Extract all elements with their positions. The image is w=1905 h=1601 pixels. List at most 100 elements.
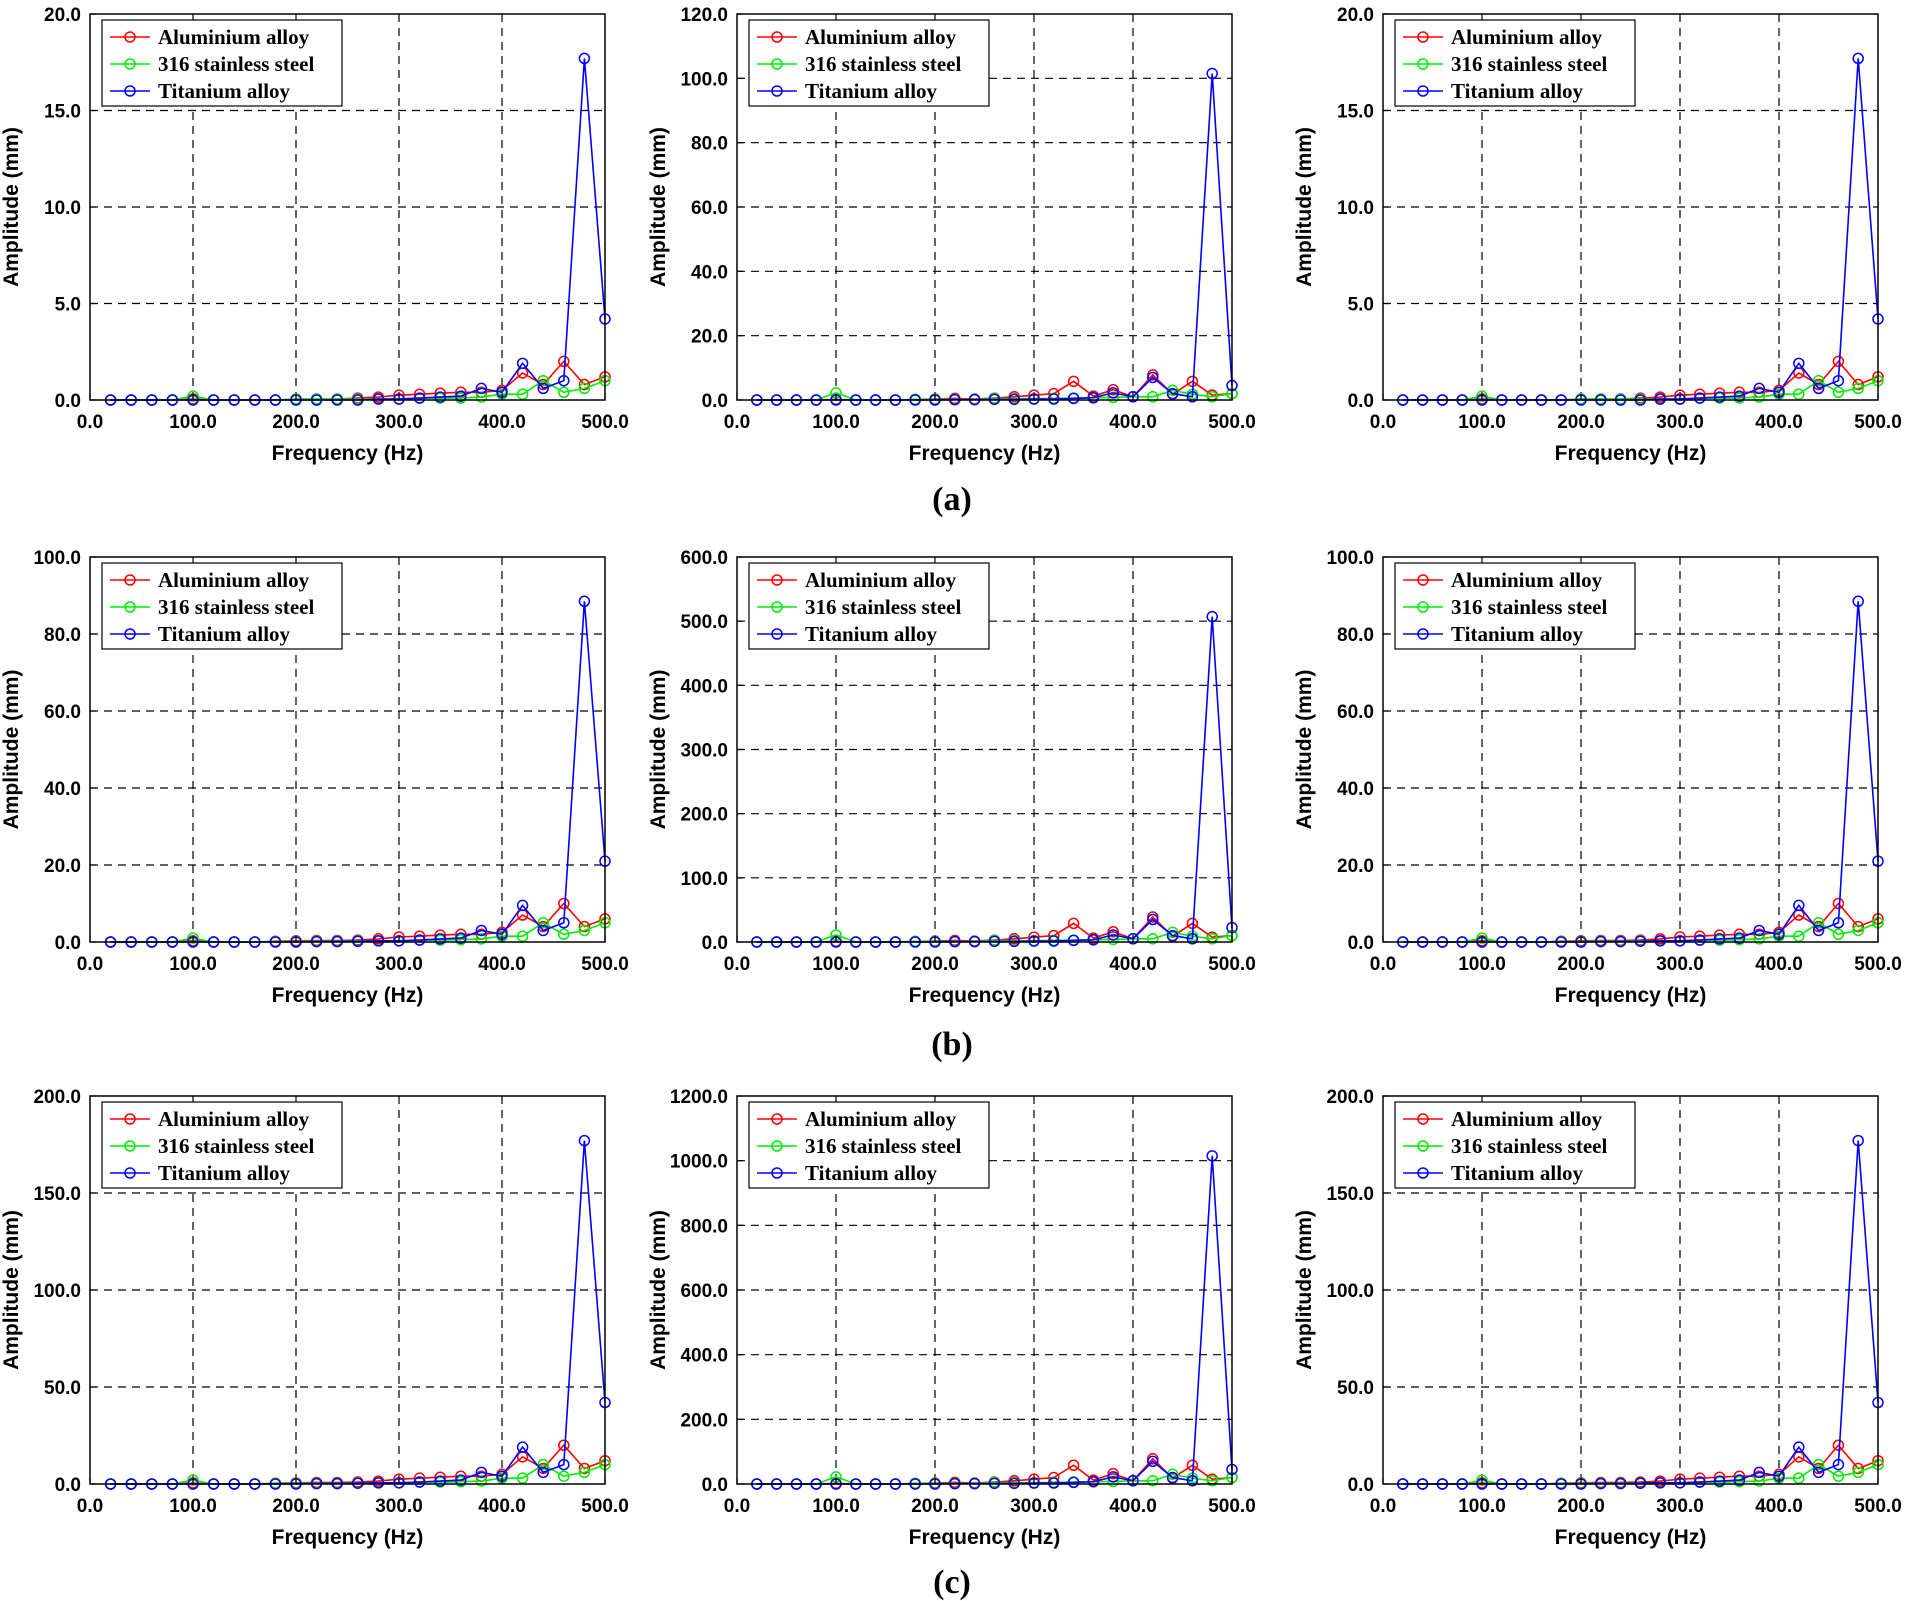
y-tick-label: 40.0	[1337, 779, 1374, 800]
data-point	[558, 897, 570, 910]
legend-label: Titanium alloy	[158, 1161, 291, 1185]
legend-swatch-marker	[771, 601, 783, 613]
legend-item: 316 stainless steel	[757, 595, 961, 619]
data-point	[1476, 1474, 1488, 1486]
data-point	[537, 374, 549, 387]
y-tick-label: 150.0	[1326, 1184, 1374, 1205]
data-point	[1206, 1150, 1218, 1162]
y-tick-label: 5.0	[55, 295, 81, 316]
y-tick-label: 600.0	[680, 1281, 728, 1302]
legend-label: Aluminium alloy	[1451, 568, 1603, 592]
x-tick-label: 200.0	[272, 954, 320, 975]
data-point	[1147, 913, 1159, 926]
data-point	[1694, 1476, 1706, 1488]
plot-frame	[89, 556, 606, 943]
data-point	[537, 917, 549, 929]
legend-label: Titanium alloy	[158, 622, 291, 646]
x-tick-label: 500.0	[1208, 412, 1256, 433]
legend: Aluminium alloy 316 stainless steel Titani…	[101, 562, 343, 650]
data-point	[1852, 1134, 1864, 1147]
x-tick-label: 0.0	[724, 412, 750, 433]
legend: Aluminium alloy 316 stainless steel Titani…	[748, 19, 990, 107]
data-point	[475, 1466, 488, 1479]
data-point	[516, 930, 529, 942]
data-point	[372, 1477, 385, 1489]
y-tick-label: 80.0	[691, 134, 728, 155]
x-tick-label: 100.0	[169, 412, 217, 433]
data-point	[1852, 595, 1864, 608]
x-tick-label: 0.0	[1370, 954, 1396, 975]
y-axis-label: Amplitude (mm)	[647, 127, 670, 287]
grid	[1383, 557, 1878, 942]
data-point	[516, 357, 529, 370]
charts-layer: 0.0 100.0 200.0 300.0 400.0 500.0 0.0 5.0 10.0 15…	[0, 5, 1902, 1549]
data-point	[1206, 391, 1218, 403]
legend: Aluminium alloy 316 stainless steel Titani…	[1394, 562, 1636, 650]
legend-item: 316 stainless steel	[110, 1134, 314, 1158]
x-tick-label: 200.0	[1557, 1496, 1605, 1517]
legend-swatch-marker	[124, 574, 136, 586]
x-tick-label: 500.0	[1854, 1496, 1902, 1517]
x-tick-label: 300.0	[1656, 1496, 1704, 1517]
legend-item: Aluminium alloy	[110, 568, 310, 592]
y-tick-label: 0.0	[702, 933, 728, 954]
data-point	[1048, 1477, 1060, 1489]
x-tick-label: 200.0	[911, 412, 959, 433]
legend-swatch-marker	[1417, 58, 1429, 70]
data-point	[1107, 387, 1119, 399]
y-axis-label: Amplitude (mm)	[647, 670, 670, 830]
data-point	[1127, 933, 1139, 945]
data-point	[413, 388, 426, 400]
data-point	[475, 924, 488, 937]
x-tick-label: 400.0	[478, 954, 526, 975]
data-point	[372, 393, 385, 405]
data-point	[475, 382, 488, 395]
x-tick-label: 200.0	[1557, 954, 1605, 975]
data-point	[1634, 1477, 1647, 1489]
x-tick-label: 100.0	[1458, 954, 1506, 975]
data-point	[1812, 374, 1825, 387]
data-point	[475, 1475, 488, 1487]
chart-9: 0.0 100.0 200.0 300.0 400.0 500.0 0.0 50.0 100.0…	[1293, 1087, 1902, 1549]
legend-swatch-marker	[1417, 601, 1429, 613]
data-point	[1812, 382, 1825, 395]
x-tick-label: 0.0	[1370, 412, 1396, 433]
data-point	[1107, 1471, 1119, 1483]
legend-swatch-marker	[771, 31, 783, 43]
legend-swatch-marker	[124, 601, 136, 613]
x-tick-label: 400.0	[1109, 954, 1157, 975]
x-tick-label: 100.0	[169, 1496, 217, 1517]
x-tick-label: 300.0	[375, 1496, 423, 1517]
data-point	[187, 932, 199, 944]
y-tick-label: 60.0	[691, 198, 728, 219]
data-point	[537, 382, 549, 395]
x-tick-label: 100.0	[1458, 412, 1506, 433]
data-point	[455, 386, 467, 399]
data-point	[1087, 934, 1100, 946]
x-tick-label: 300.0	[1010, 412, 1058, 433]
x-tick-label: 200.0	[272, 1496, 320, 1517]
legend-item: Titanium alloy	[757, 622, 938, 646]
legend-label: 316 stainless steel	[158, 52, 314, 76]
legend-swatch-marker	[771, 58, 783, 70]
grid	[90, 1096, 605, 1484]
x-tick-label: 400.0	[1755, 1496, 1803, 1517]
data-point	[1812, 1458, 1825, 1471]
data-point	[1087, 391, 1100, 404]
y-tick-label: 15.0	[44, 102, 81, 123]
x-tick-label: 200.0	[911, 1496, 959, 1517]
chart-3: 0.0 100.0 200.0 300.0 400.0 500.0 0.0 5.0 10.0 15…	[1293, 5, 1902, 465]
grid	[90, 14, 605, 400]
data-point	[1793, 930, 1805, 942]
x-axis-label: Frequency (Hz)	[272, 1526, 424, 1549]
y-tick-label: 15.0	[1337, 102, 1374, 123]
x-tick-label: 0.0	[1370, 1496, 1396, 1517]
x-tick-label: 100.0	[169, 954, 217, 975]
x-tick-label: 500.0	[1854, 412, 1902, 433]
data-point	[578, 378, 591, 391]
legend-label: Titanium alloy	[1451, 79, 1584, 103]
data-point	[1147, 371, 1159, 384]
chart-4: 0.0 100.0 200.0 300.0 400.0 500.0 0.0 20.0 40.0 6…	[0, 548, 629, 1007]
x-axis-label: Frequency (Hz)	[272, 984, 424, 1007]
